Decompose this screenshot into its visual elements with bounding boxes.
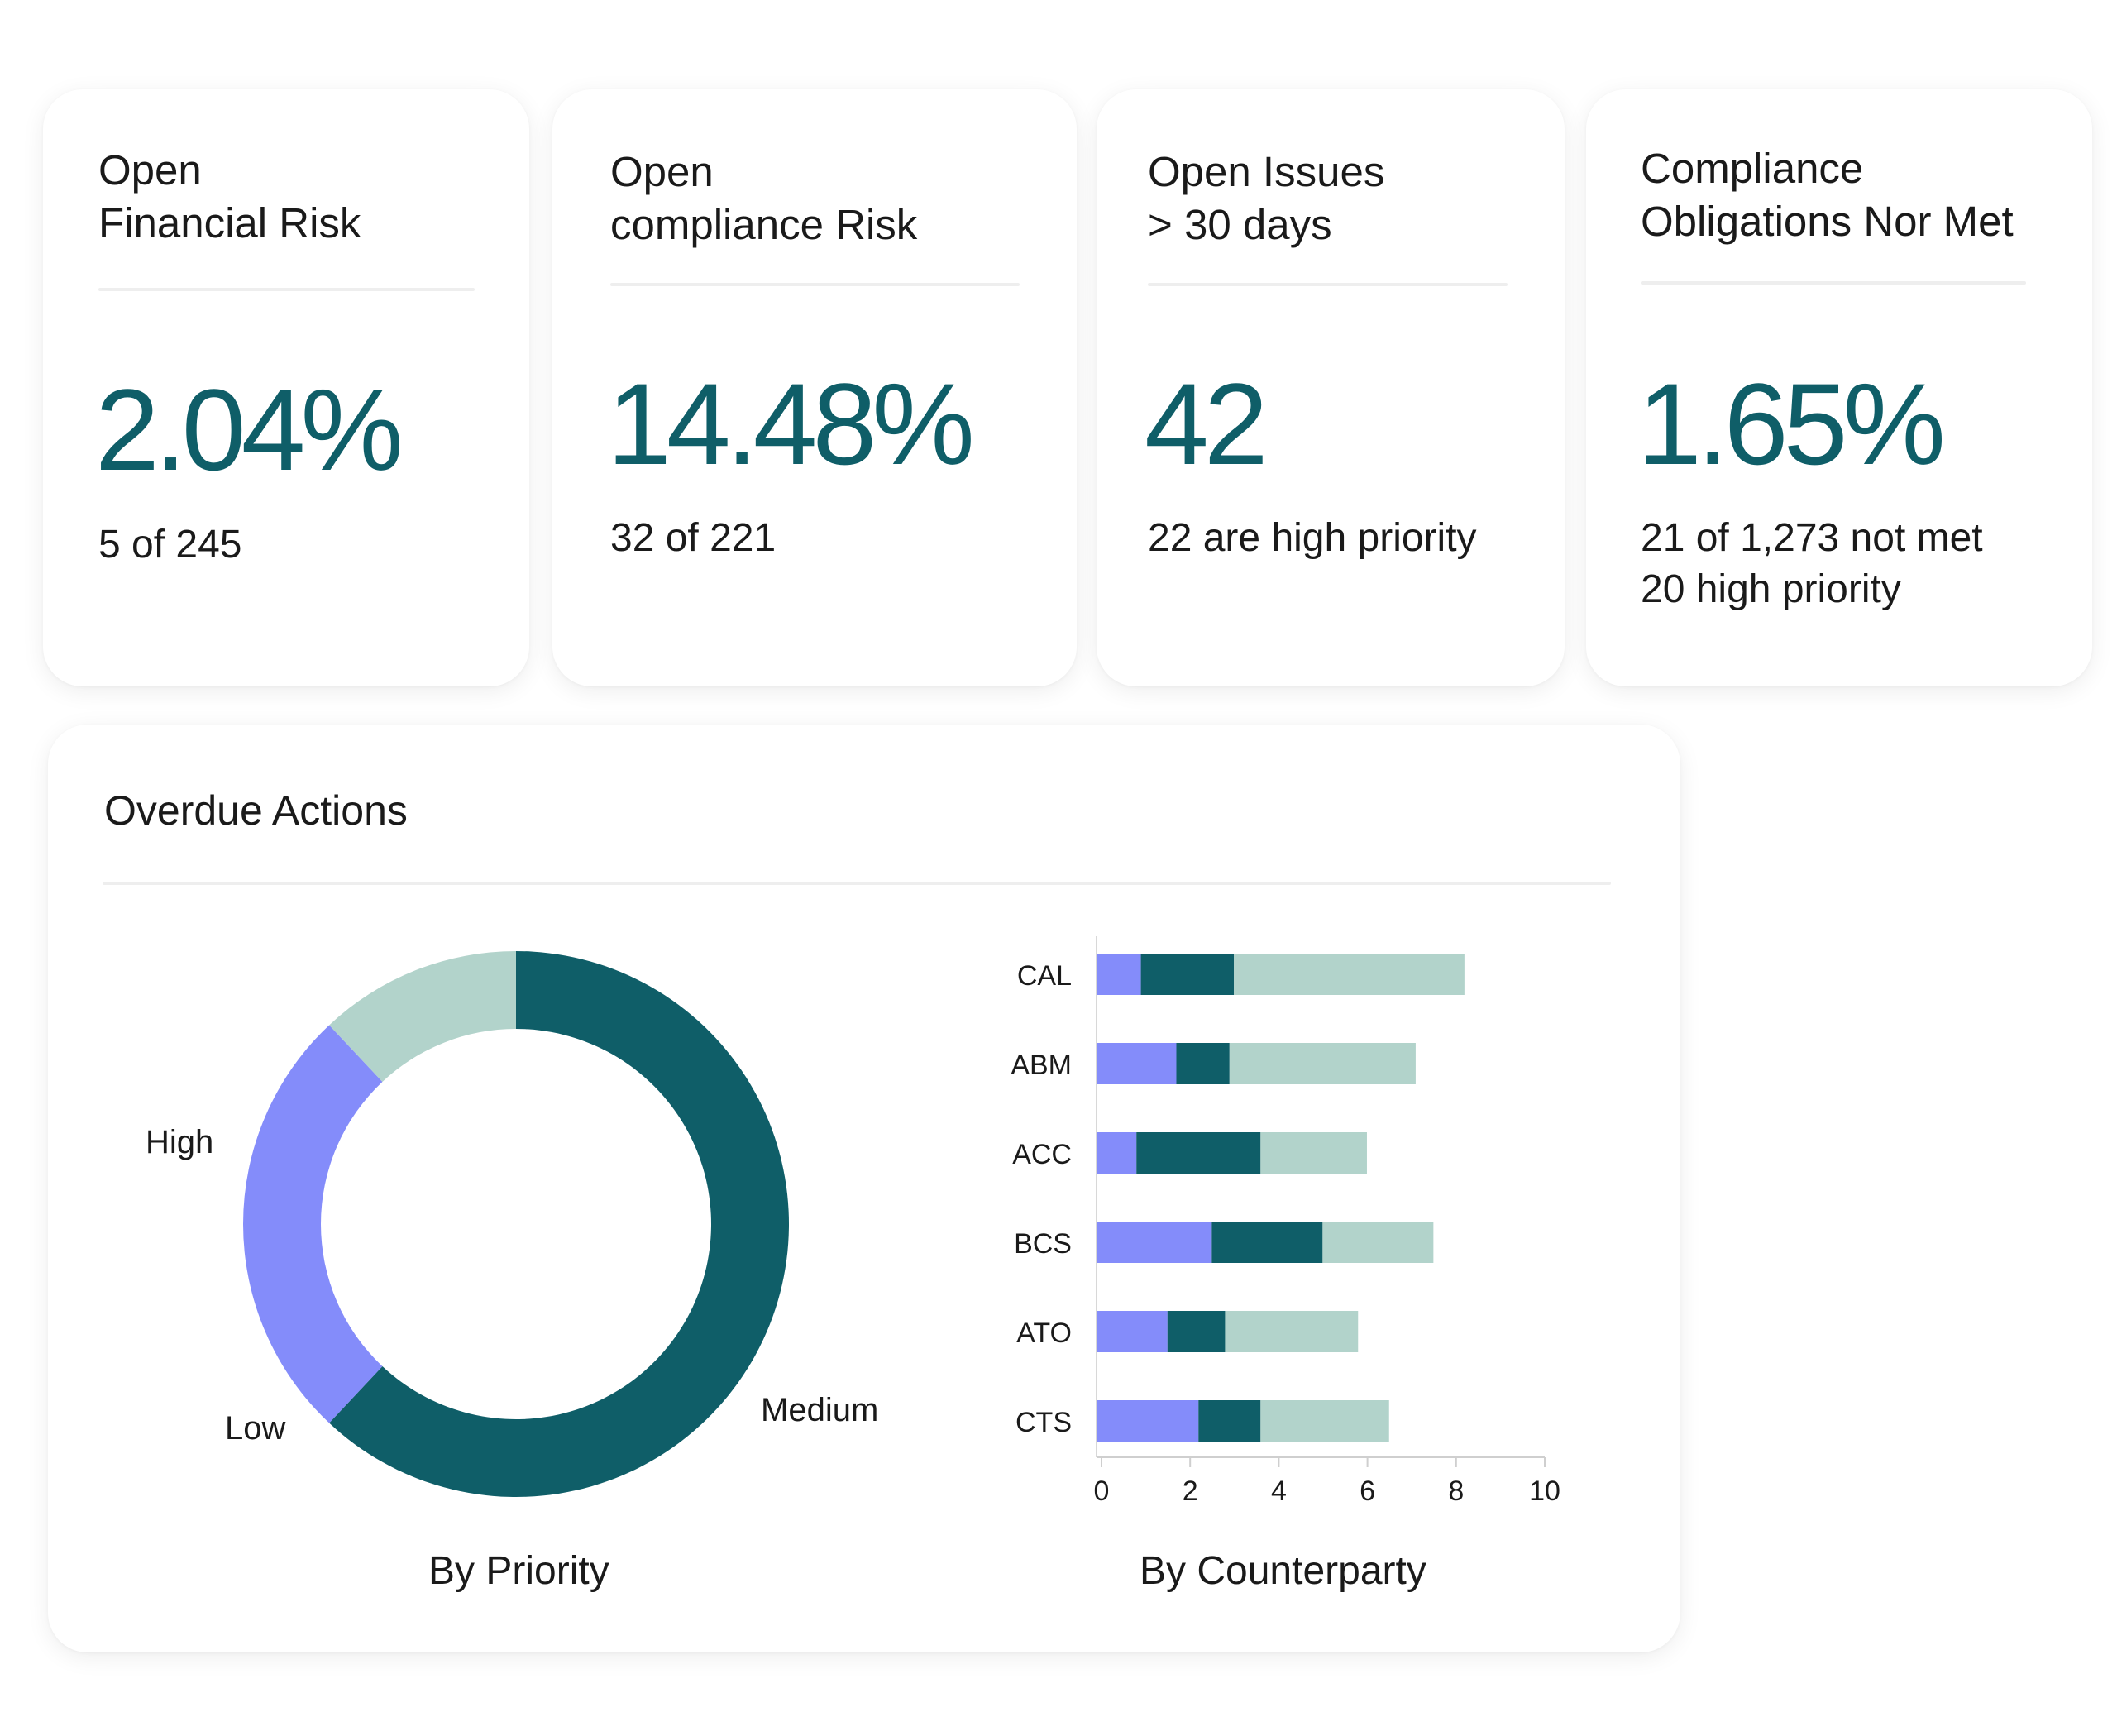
bar-segment-high-bcs xyxy=(1322,1222,1434,1263)
bar-segment-high-abm xyxy=(1229,1043,1416,1084)
kpi-title: Open Financial Risk xyxy=(98,146,361,246)
bar-segment-high-cal xyxy=(1234,954,1465,995)
kpi-divider xyxy=(98,288,475,291)
kpi-divider xyxy=(610,283,1020,286)
bar-caption: By Counterparty xyxy=(1140,1549,1426,1593)
bar-x-tick-label: 8 xyxy=(1448,1475,1464,1507)
kpi-value: 1.65% xyxy=(1637,359,1946,489)
overdue-actions-card: Overdue Actions Medium Low High CAL ABM ACC BC… xyxy=(48,725,1680,1652)
donut-label-medium: Medium xyxy=(761,1392,878,1428)
bar-segment-high-cts xyxy=(1260,1400,1389,1442)
bar-category-label: CTS xyxy=(1015,1407,1072,1438)
kpi-subtext: 5 of 245 xyxy=(98,523,242,567)
donut-caption: By Priority xyxy=(428,1549,609,1593)
bar-x-tick-label: 10 xyxy=(1529,1475,1560,1507)
bar-segment-low-ato xyxy=(1097,1311,1168,1352)
bar-x-tick-label: 4 xyxy=(1271,1475,1287,1507)
bar-segment-high-acc xyxy=(1260,1132,1367,1174)
kpi-title: Compliance Obligations Nor Met xyxy=(1641,145,2014,245)
bar-x-tick-label: 2 xyxy=(1183,1475,1198,1507)
donut-slice-medium xyxy=(329,951,790,1497)
kpi-divider xyxy=(1148,283,1508,286)
kpi-divider xyxy=(1641,281,2026,285)
section-divider xyxy=(103,882,1611,885)
kpi-subtext: 21 of 1,273 not met 20 high priority xyxy=(1641,516,1983,611)
kpi-title: Open Issues > 30 days xyxy=(1148,148,1385,248)
kpi-value: 42 xyxy=(1145,359,1269,489)
bar-segment-medium-bcs xyxy=(1211,1222,1323,1263)
donut-slice-high xyxy=(329,951,516,1082)
bar-segment-medium-cts xyxy=(1198,1400,1261,1442)
kpi-card-open-issues[interactable]: Open Issues > 30 days 42 22 are high prio… xyxy=(1097,89,1565,686)
bar-segment-low-bcs xyxy=(1097,1222,1212,1263)
bar-category-label: ABM xyxy=(1011,1050,1072,1081)
bar-x-tick-label: 0 xyxy=(1094,1475,1110,1507)
bar-segment-high-ato xyxy=(1225,1311,1359,1352)
bar-segment-low-cal xyxy=(1097,954,1141,995)
kpi-value: 14.48% xyxy=(607,359,975,489)
section-title: Overdue Actions xyxy=(104,787,408,834)
kpi-card-compliance-obligations[interactable]: Compliance Obligations Nor Met 1.65% 21 o… xyxy=(1586,89,2092,686)
donut-label-low: Low xyxy=(225,1410,285,1447)
bar-segment-low-abm xyxy=(1097,1043,1177,1084)
bar-segment-low-cts xyxy=(1097,1400,1199,1442)
kpi-card-financial-risk[interactable]: Open Financial Risk 2.04% 5 of 245 xyxy=(43,89,529,686)
kpi-subtext: 22 are high priority xyxy=(1148,516,1477,560)
bar-segment-medium-ato xyxy=(1167,1311,1226,1352)
bar-category-label: ATO xyxy=(1016,1318,1072,1349)
donut-slice-low xyxy=(243,1025,383,1423)
kpi-title: Open compliance Risk xyxy=(610,148,918,248)
donut-label-high: High xyxy=(146,1124,213,1160)
bar-segment-medium-abm xyxy=(1176,1043,1230,1084)
bar-category-label: BCS xyxy=(1014,1228,1072,1260)
bar-category-label: CAL xyxy=(1017,960,1072,992)
bar-segment-low-acc xyxy=(1097,1132,1137,1174)
bar-x-tick-label: 6 xyxy=(1360,1475,1375,1507)
kpi-value: 2.04% xyxy=(95,365,404,495)
bar-segment-medium-acc xyxy=(1136,1132,1261,1174)
bar-category-label: ACC xyxy=(1012,1139,1072,1170)
kpi-subtext: 32 of 221 xyxy=(610,516,777,560)
kpi-card-compliance-risk[interactable]: Open compliance Risk 14.48% 32 of 221 xyxy=(552,89,1077,686)
bar-segment-medium-cal xyxy=(1140,954,1235,995)
priority-donut-chart: Medium Low High CAL ABM ACC BCS ATO CTS 0 2 4 6 8 10 xyxy=(146,936,1560,1507)
